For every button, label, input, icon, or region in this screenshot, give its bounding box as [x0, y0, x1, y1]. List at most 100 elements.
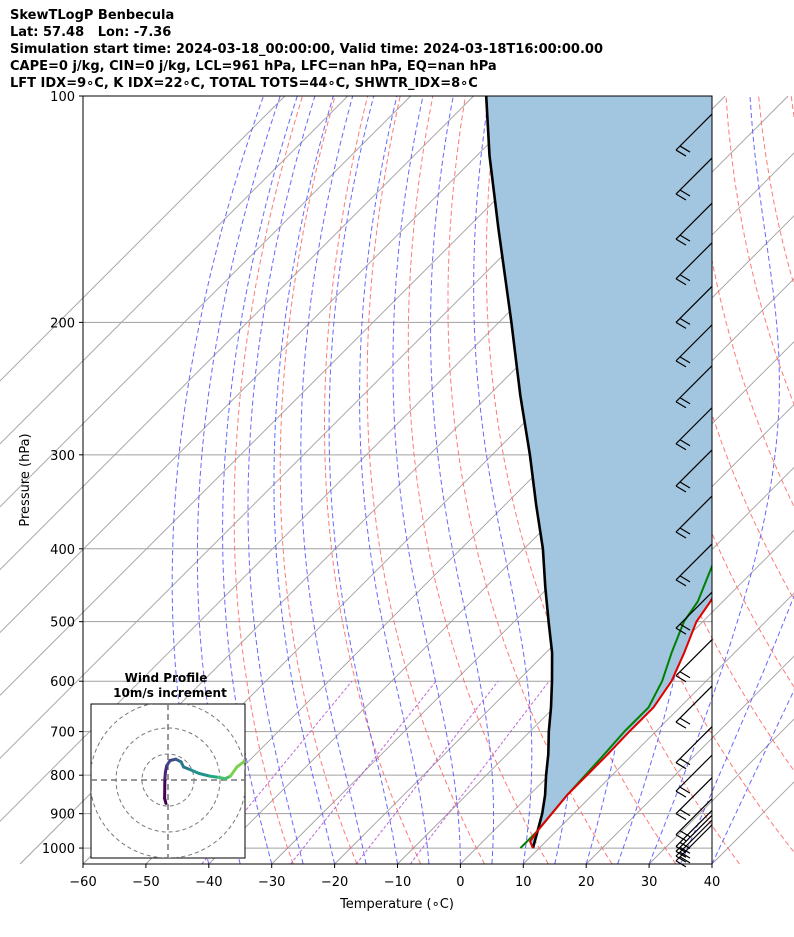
cin-shading — [486, 96, 712, 849]
wind-barb — [675, 814, 713, 858]
isotherm-line — [0, 95, 349, 445]
x-tick-label: −10 — [384, 875, 411, 890]
hodograph-trace-segment — [188, 768, 201, 775]
wind-barb-staff — [675, 543, 713, 581]
dry-adiabat-line — [692, 95, 794, 508]
dewpoint-profile-line — [519, 563, 712, 849]
wind-barb-flag — [679, 189, 691, 197]
wind-barb — [675, 777, 713, 821]
hodograph-trace-segment — [228, 765, 239, 778]
isotherm-line — [648, 718, 794, 865]
wind-barb-flag — [675, 321, 687, 329]
moist-adiabat-line — [247, 95, 316, 865]
hodograph-trace-segment — [235, 759, 245, 769]
wind-barb-flag — [679, 856, 691, 864]
hodograph-trace-segment — [208, 774, 221, 779]
isotherm-line — [334, 403, 794, 865]
y-tick-label: 100 — [50, 90, 75, 105]
isotherm-line — [522, 592, 794, 865]
wind-barb-flag — [679, 717, 691, 725]
wind-barb — [675, 157, 713, 201]
x-tick-label: 40 — [704, 875, 721, 890]
wind-barb-flag — [679, 786, 691, 794]
wind-barb-flag — [679, 830, 691, 838]
wind-barb-flag — [679, 758, 691, 766]
isotherm-line — [0, 95, 474, 571]
title-coordinates: Lat: 57.48 Lon: -7.36 — [10, 25, 172, 40]
wind-barb-staff — [675, 754, 713, 792]
wind-barb-staff — [675, 591, 713, 629]
title-station: SkewTLogP Benbecula — [10, 8, 175, 23]
wind-barb — [675, 324, 713, 368]
x-tick-label: 20 — [578, 875, 595, 890]
wind-barb-flag — [675, 627, 687, 635]
wind-barb-staff — [675, 157, 713, 195]
y-tick-label: 900 — [50, 808, 75, 823]
wind-barb — [675, 639, 713, 683]
wind-barb-staff — [675, 407, 713, 445]
y-tick-label: 1000 — [42, 842, 75, 857]
wind-barb-staff — [675, 365, 713, 403]
wind-barb-flag — [679, 356, 691, 364]
y-tick-label: 600 — [50, 675, 75, 690]
wind-barb-staff — [675, 798, 713, 836]
wind-barb-flag — [675, 845, 687, 853]
wind-barb-flag — [675, 721, 687, 729]
wind-barb — [675, 685, 713, 729]
wind-barb-flag — [679, 439, 691, 447]
wind-barb-flag — [675, 834, 687, 842]
wind-barb-flag — [675, 401, 687, 409]
y-tick-label: 400 — [50, 543, 75, 558]
wind-barb-flag — [675, 813, 687, 821]
wind-barb-flag — [675, 850, 687, 858]
isotherm-line — [145, 215, 794, 865]
wind-barb — [675, 449, 713, 493]
wind-barb-flag — [675, 762, 687, 770]
wind-barb-flag — [679, 575, 691, 583]
wind-barb-flag — [679, 671, 691, 679]
y-tick-label: 700 — [50, 726, 75, 741]
x-axis-label: Temperature (∘C) — [339, 897, 454, 912]
wind-barb-staff — [675, 449, 713, 487]
parcel-profile-line — [484, 96, 554, 849]
mixing-ratio-line — [355, 680, 499, 865]
wind-barb-flag — [679, 145, 691, 153]
wind-barb-flag — [679, 851, 691, 859]
wind-barb-flag — [679, 274, 691, 282]
isotherm-line — [0, 95, 412, 508]
x-tick-label: −20 — [321, 875, 348, 890]
wind-barb-flag — [675, 531, 687, 539]
dry-adiabat-line — [366, 95, 485, 865]
wind-barb-flag — [679, 234, 691, 242]
isotherm-line — [0, 95, 600, 697]
wind-barb-staff — [675, 324, 713, 362]
title-stability-indices: CAPE=0 j/kg, CIN=0 j/kg, LCL=961 hPa, LF… — [10, 59, 497, 74]
wind-barb-staff — [675, 726, 713, 764]
wind-barb — [675, 242, 713, 286]
x-tick-label: −40 — [195, 875, 222, 890]
wind-barb-staff — [675, 113, 713, 151]
wind-barb-flag — [675, 360, 687, 368]
mixing-ratio-line — [290, 680, 437, 865]
wind-barb-staff — [675, 495, 713, 533]
moist-adiabat-line — [711, 689, 794, 865]
wind-barb-staff — [675, 814, 713, 852]
isotherm-line — [585, 655, 794, 865]
x-tick-label: 30 — [641, 875, 658, 890]
dry-adiabat-line — [324, 95, 422, 865]
wind-barb-staff — [675, 777, 713, 815]
wind-barb — [675, 495, 713, 539]
wind-barb-flag — [675, 149, 687, 157]
wind-barb-flag — [675, 855, 687, 863]
wind-barb-staff — [675, 202, 713, 240]
hodograph-subtitle: 10m/s increment — [113, 686, 227, 700]
moist-adiabat-line — [273, 95, 336, 865]
wind-barb — [675, 407, 713, 451]
title-times: Simulation start time: 2024-03-18_00:00:… — [10, 42, 603, 57]
wind-barb — [675, 285, 713, 329]
wind-barb — [675, 365, 713, 409]
moist-adiabat-line — [328, 95, 398, 865]
x-tick-label: −60 — [69, 875, 96, 890]
wind-barb-staff — [675, 639, 713, 677]
